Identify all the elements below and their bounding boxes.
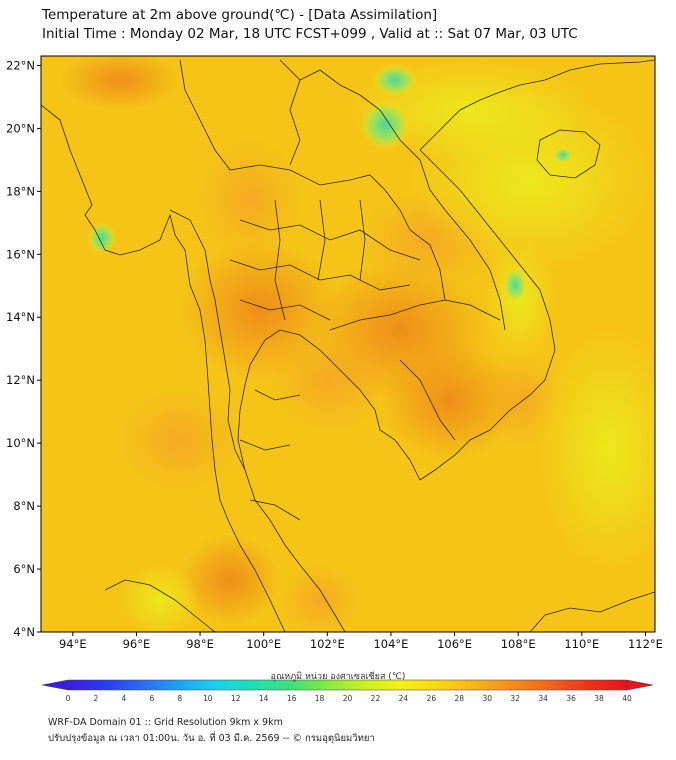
lon-tick-label: 98°E (186, 637, 214, 651)
lat-tick-label: 22°N (6, 58, 35, 72)
footer-model-info: WRF-DA Domain 01 :: Grid Resolution 9km … (48, 717, 283, 728)
colorbar-tick-label: 12 (231, 694, 241, 703)
lat-tick-label: 16°N (6, 247, 35, 261)
colorbar-tick-label: 38 (594, 694, 604, 703)
colorbar-tick-label: 40 (622, 694, 632, 703)
colorbar-tick-label: 8 (177, 694, 182, 703)
lon-tick-label: 94°E (59, 637, 87, 651)
colorbar: 0 2 4 6 8 10 12 14 16 18 20 22 24 26 28 30 32 34 36 38 40 (41, 679, 654, 703)
colorbar-tick-label: 10 (203, 694, 213, 703)
lat-tick-label: 4°N (13, 625, 35, 639)
lat-tick-label: 18°N (6, 184, 35, 198)
lon-tick-label: 112°E (628, 637, 663, 651)
lon-tick-label: 96°E (123, 637, 151, 651)
colorbar-tick-label: 26 (427, 694, 437, 703)
lon-tick-label: 106°E (437, 637, 472, 651)
colorbar-tick-label: 16 (287, 694, 297, 703)
longitude-axis: 94°E 96°E 98°E 100°E 102°E 104°E 106°E 108°E 110… (59, 632, 663, 651)
colorbar-tick-label: 2 (94, 694, 99, 703)
colorbar-tick-label: 36 (566, 694, 576, 703)
colorbar-max-arrow (626, 679, 654, 691)
colorbar-tick-label: 18 (315, 694, 325, 703)
colorbar-min-arrow (41, 679, 69, 691)
colorbar-tick-label: 24 (399, 694, 409, 703)
lat-tick-label: 6°N (13, 562, 35, 576)
lon-tick-label: 108°E (501, 637, 536, 651)
lat-tick-label: 8°N (13, 499, 35, 513)
colorbar-tick-label: 30 (482, 694, 492, 703)
colorbar-tick-label: 4 (122, 694, 127, 703)
colorbar-tick-label: 0 (66, 694, 71, 703)
map-frame (40, 55, 656, 633)
colorbar-tick-label: 20 (343, 694, 353, 703)
lon-tick-label: 104°E (373, 637, 408, 651)
lon-tick-label: 110°E (564, 637, 599, 651)
lon-tick-label: 100°E (246, 637, 281, 651)
latitude-axis: 22°N 20°N 18°N 16°N 14°N 12°N 10°N 8°N 6°N 4°N (6, 58, 41, 639)
footer-update-info: ปรับปรุงข้อมูล ณ เวลา 01:00น. วัน อ. ที่… (48, 733, 375, 744)
lat-tick-label: 12°N (6, 373, 35, 387)
colorbar-tick-label: 28 (455, 694, 465, 703)
colorbar-tick-label: 14 (259, 694, 269, 703)
colorbar-title: อุณหภูมิ หน่วย องศาเซลเซียส (℃) (270, 672, 406, 682)
temperature-field (41, 56, 655, 632)
lat-tick-label: 14°N (6, 310, 35, 324)
country-borders (41, 59, 655, 632)
colorbar-tick-label: 6 (149, 694, 154, 703)
colorbar-tick-label: 32 (510, 694, 520, 703)
colorbar-tick-label: 34 (538, 694, 548, 703)
lat-tick-label: 10°N (6, 436, 35, 450)
chart-subtitle: Initial Time : Monday 02 Mar, 18 UTC FCS… (42, 26, 578, 42)
colorbar-tick-label: 22 (371, 694, 381, 703)
lat-tick-label: 20°N (6, 121, 35, 135)
chart-title: Temperature at 2m above ground(℃) - [Dat… (42, 7, 438, 23)
lon-tick-label: 102°E (310, 637, 345, 651)
